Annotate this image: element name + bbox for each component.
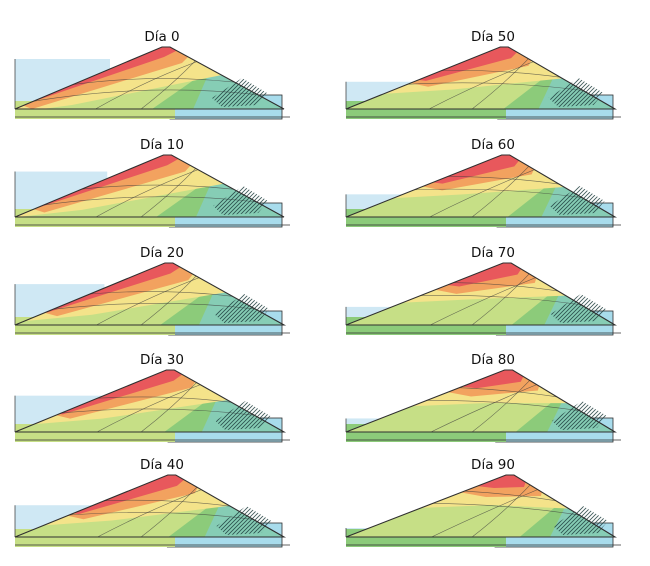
dam-section — [14, 369, 290, 443]
dam-outline — [14, 46, 285, 110]
panel-title: Día 60 — [471, 137, 515, 153]
panel-dia-10: Día 10 — [12, 136, 312, 244]
panel-dia-80: Día 80 — [343, 351, 643, 459]
panel-title: Día 10 — [140, 137, 184, 153]
panel-title: Día 40 — [140, 457, 184, 473]
panel-title: Día 30 — [140, 352, 184, 368]
hatched-toe-drain — [215, 401, 271, 430]
hatched-toe-drain — [551, 401, 607, 430]
panel-dia-40: Día 40 — [12, 456, 312, 564]
dam-section — [14, 154, 290, 228]
panel-title: Día 90 — [471, 457, 515, 473]
dam-outline — [14, 474, 287, 538]
panel-title: Día 20 — [140, 245, 184, 261]
hatched-toe-drain — [549, 186, 605, 215]
panel-title: Día 0 — [144, 29, 180, 45]
dam-outline — [14, 154, 285, 218]
panel-dia-90: Día 90 — [343, 456, 643, 564]
dam-outline — [14, 369, 287, 433]
dam-section — [14, 262, 290, 336]
hatched-toe-drain — [548, 78, 604, 107]
dam-outline — [345, 154, 618, 218]
panel-dia-20: Día 20 — [12, 244, 312, 352]
panel-dia-70: Día 70 — [343, 244, 643, 352]
panel-dia-60: Día 60 — [343, 136, 643, 244]
panel-dia-0: Día 0 — [12, 28, 312, 136]
dam-section — [345, 474, 621, 548]
panel-dia-30: Día 30 — [12, 351, 312, 459]
dam-outline — [345, 369, 617, 433]
hatched-toe-drain — [553, 506, 608, 535]
dam-section — [345, 154, 621, 228]
dam-section — [345, 46, 621, 120]
panel-dia-50: Día 50 — [343, 28, 643, 136]
dam-outline — [14, 262, 287, 326]
dam-section — [14, 474, 290, 548]
hatched-toe-drain — [214, 294, 270, 323]
panel-title: Día 70 — [471, 245, 515, 261]
hatched-toe-drain — [550, 294, 606, 323]
zone-red — [346, 475, 528, 488]
panel-title: Día 50 — [471, 29, 515, 45]
dam-outline — [345, 46, 618, 110]
hatched-toe-drain — [212, 78, 267, 107]
dam-section — [345, 262, 621, 336]
dam-outline — [345, 474, 617, 538]
panel-title: Día 80 — [471, 352, 515, 368]
dam-section — [14, 46, 290, 120]
hatched-toe-drain — [213, 186, 269, 215]
dam-section — [345, 369, 621, 443]
dam-outline — [345, 262, 617, 326]
hatched-toe-drain — [216, 506, 272, 535]
